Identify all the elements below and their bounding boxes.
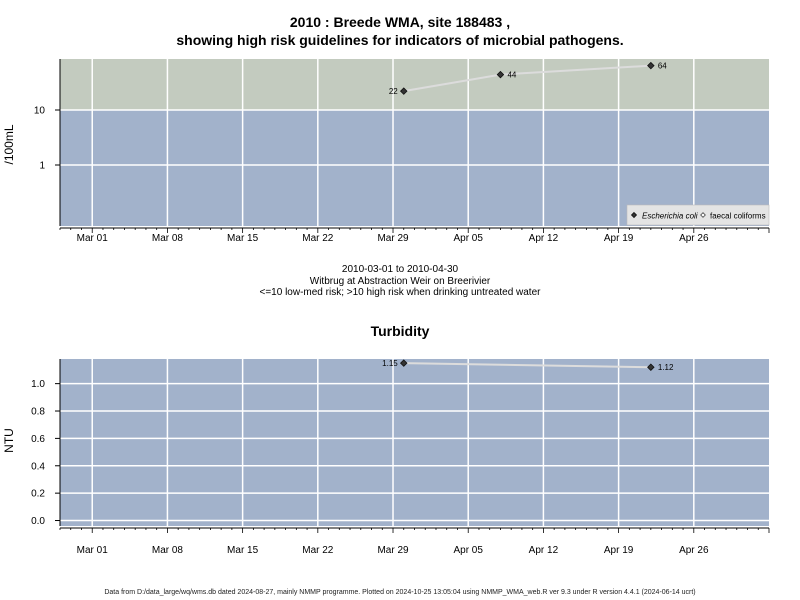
y-tick-label: 0.2	[31, 489, 45, 500]
y-tick-label: 0.0	[31, 516, 45, 527]
ecoli-data-point	[496, 70, 505, 79]
turbidity-chart: 0.0 0.2 0.4 0.6 0.8 1.0 NTU 1.15 1.12 Mar 01 Mar 0…	[2, 359, 770, 556]
y-tick-label: 10	[34, 106, 46, 117]
y-tick-label: 0.6	[31, 434, 45, 445]
footer-note: Data from D:/data_large/wq/wms.db dated …	[104, 589, 696, 596]
legend-ecoli-marker	[630, 211, 638, 219]
y-axis-label: /100mL	[2, 124, 16, 164]
caption-site: Witbrug at Abstraction Weir on Breerivie…	[309, 276, 491, 287]
data-label: 44	[507, 71, 516, 80]
x-tick-label: Mar 08	[152, 545, 184, 556]
caption-date-range: 2010-03-01 to 2010-04-30	[341, 264, 459, 275]
legend-box	[626, 204, 770, 226]
chart-title-line1: 2010 : Breede WMA, site 188483 ,	[289, 14, 511, 30]
turbidity-data-point	[399, 359, 408, 367]
x-tick-label: Mar 29	[377, 233, 409, 244]
x-tick-label: Apr 05	[453, 545, 483, 556]
turbidity-data-point	[647, 363, 655, 371]
x-tick-label: Apr 26	[679, 233, 709, 244]
data-label: 1.15	[382, 359, 398, 368]
x-tick-label: Apr 05	[453, 233, 483, 244]
legend-faecal-marker	[700, 212, 706, 218]
x-tick-label: Apr 19	[604, 545, 634, 556]
data-label: 1.12	[658, 363, 674, 372]
x-tick-label: Apr 12	[529, 233, 559, 244]
x-tick-label: Mar 15	[227, 233, 259, 244]
legend-ecoli-label: Escherichia coli	[642, 212, 698, 221]
x-tick-label: Mar 15	[227, 545, 259, 556]
data-label: 64	[658, 62, 667, 71]
chart-title-line2: showing high risk guidelines for indicat…	[176, 32, 624, 48]
ecoli-data-point	[647, 61, 655, 70]
x-tick-label: Apr 26	[679, 545, 709, 556]
x-tick-label: Apr 19	[604, 233, 634, 244]
ecoli-data-point	[399, 87, 408, 95]
turbidity-series-line	[403, 362, 651, 369]
y-tick-label: 0.8	[31, 407, 45, 418]
y-tick-label: 0.4	[31, 461, 45, 472]
y-tick-label: 1	[39, 161, 45, 172]
caption-risk-guideline: <=10 low-med risk; >10 high risk when dr…	[259, 287, 541, 298]
microbial-chart: 1 10/100mL 22 44 64 Escherichia coli faecal co…	[2, 59, 770, 244]
data-label: 22	[389, 87, 398, 96]
x-tick-label: Mar 22	[302, 545, 334, 556]
x-tick-label: Mar 08	[152, 233, 184, 244]
x-tick-label: Mar 01	[77, 545, 109, 556]
x-tick-label: Mar 29	[377, 545, 409, 556]
y-axis-label: NTU	[2, 428, 16, 453]
x-tick-label: Mar 01	[77, 233, 109, 244]
x-tick-label: Apr 12	[529, 545, 559, 556]
legend-faecal-label: faecal coliforms	[710, 212, 766, 221]
y-tick-label: 1.0	[31, 379, 45, 390]
x-tick-label: Mar 22	[302, 233, 334, 244]
plot-background	[60, 359, 769, 526]
turbidity-title: Turbidity	[370, 323, 430, 339]
